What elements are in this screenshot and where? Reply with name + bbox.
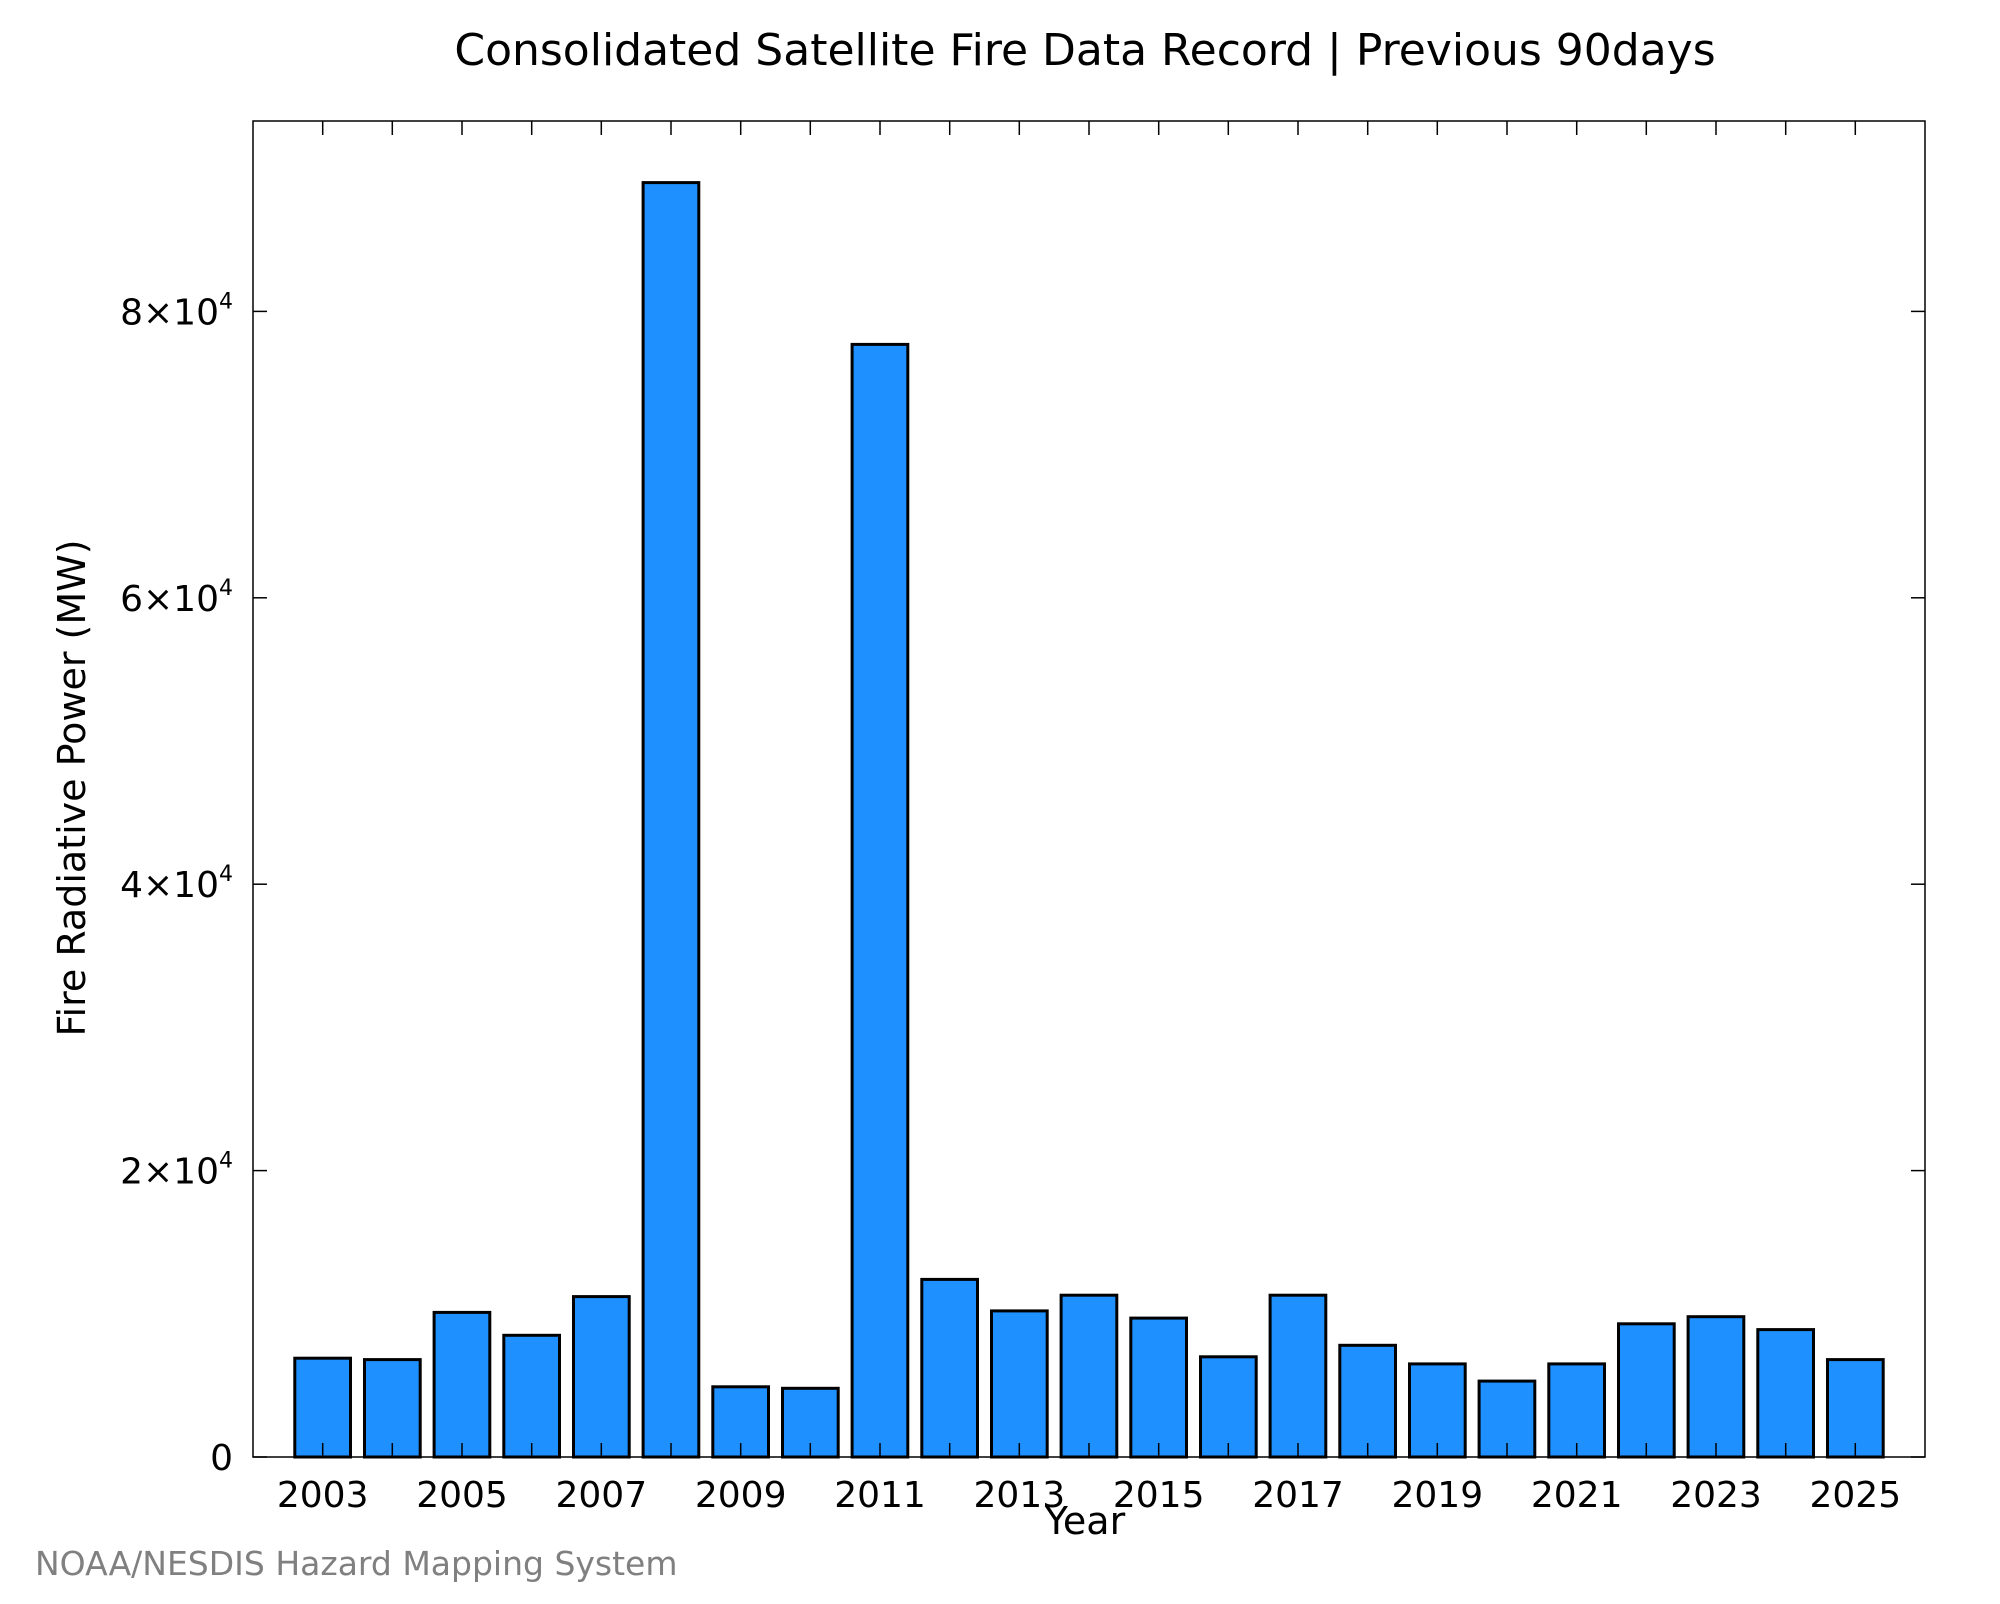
bar-2017	[1268, 1293, 1328, 1459]
bar-2008	[641, 181, 701, 1459]
y-tick-label-1: 2×104	[120, 1149, 233, 1193]
bar-2024	[1756, 1328, 1816, 1459]
x-tick-label-2017: 2017	[1252, 1475, 1344, 1516]
bar-2005	[432, 1310, 492, 1459]
plot-frame	[252, 120, 1926, 1458]
bar-2011	[850, 342, 910, 1459]
y-tick-label-2: 4×104	[120, 862, 233, 906]
bar-2016	[1199, 1355, 1258, 1459]
y-tick-label-0: 0	[210, 1438, 233, 1479]
x-tick-label-2013: 2013	[973, 1475, 1065, 1516]
bar-2013	[990, 1309, 1049, 1459]
x-tick-label-2015: 2015	[1113, 1475, 1205, 1516]
bar-2004	[363, 1358, 422, 1459]
x-tick-label-2011: 2011	[834, 1475, 926, 1516]
chart-title: Consolidated Satellite Fire Data Record …	[454, 25, 1715, 76]
y-axis-label: Fire Radiative Power (MW)	[50, 539, 94, 1036]
plot-area: 2003 2005 2007 2009 2011 2013 2015 2017 2019 2021…	[120, 120, 1926, 1516]
y-tick-label-4: 8×104	[120, 289, 233, 333]
x-tick-label-2007: 2007	[555, 1475, 647, 1516]
bar-2022	[1617, 1322, 1676, 1459]
x-axis-label: Year	[1044, 1499, 1126, 1543]
x-tick-label-2009: 2009	[695, 1475, 787, 1516]
bar-2025	[1826, 1358, 1885, 1459]
x-tick-label-2023: 2023	[1670, 1475, 1762, 1516]
bar-2006	[502, 1333, 561, 1459]
x-tick-label-2003: 2003	[277, 1475, 369, 1516]
bar-2023	[1686, 1315, 1746, 1459]
x-tick-label-2025: 2025	[1809, 1475, 1901, 1516]
y-tick-label-3: 6×104	[120, 576, 233, 620]
bar-2012	[920, 1277, 979, 1459]
x-tick-label-2021: 2021	[1531, 1475, 1623, 1516]
x-tick-label-2005: 2005	[416, 1475, 508, 1516]
bar-2014	[1059, 1293, 1119, 1459]
bar-2003	[293, 1356, 352, 1459]
credit-text: NOAA/NESDIS Hazard Mapping System	[35, 1544, 678, 1583]
bar-2015	[1129, 1316, 1189, 1459]
bar-2018	[1338, 1343, 1398, 1459]
bar-2007	[572, 1295, 631, 1459]
x-tick-label-2019: 2019	[1391, 1475, 1483, 1516]
